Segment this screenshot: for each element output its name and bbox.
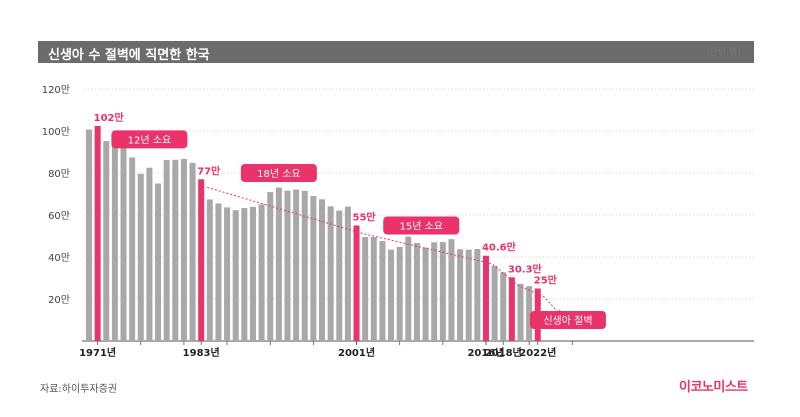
bar-value-label: 30.3만: [508, 262, 543, 275]
bar: [301, 190, 308, 341]
bar: [439, 242, 446, 341]
bar: [129, 157, 136, 341]
bar: [241, 208, 248, 341]
highlight-bar: [353, 225, 360, 341]
bar: [267, 192, 274, 341]
highlight-bar: [198, 179, 205, 341]
annotation-label: 신생아 절벽: [543, 314, 592, 327]
annotation-badge: [529, 311, 606, 329]
x-tick-label: 2016년: [467, 346, 504, 359]
bar: [526, 286, 533, 341]
highlight-bar: [94, 125, 101, 342]
x-tick-label: 2022년: [519, 346, 556, 359]
x-tick-label: 2018년: [485, 346, 522, 359]
trend-line: [207, 186, 562, 316]
y-tick-label: 40만: [48, 252, 70, 264]
annotation-badge: [111, 130, 188, 149]
bar: [284, 190, 291, 341]
bar: [120, 147, 127, 341]
bar: [86, 129, 92, 341]
bar: [413, 243, 420, 341]
bar-value-label: 40.6만: [482, 241, 517, 254]
bar: [474, 249, 481, 341]
bar: [491, 265, 498, 341]
bar: [396, 246, 403, 341]
annotation-badge: [383, 216, 460, 235]
bar: [457, 249, 464, 341]
brand-logo: 이코노미스트: [679, 380, 748, 395]
chart-title: 신생아 수 절벽에 직면한 한국: [48, 48, 210, 63]
source-note: 자료:하이투자증권: [40, 384, 117, 395]
bar: [137, 173, 144, 341]
bar: [379, 241, 386, 341]
bar: [362, 237, 369, 341]
y-tick-label: 80만: [48, 168, 70, 180]
bar: [431, 242, 438, 341]
bar: [388, 249, 395, 341]
bar: [232, 210, 239, 341]
bar: [448, 239, 455, 341]
bar: [336, 210, 343, 341]
bar: [517, 283, 524, 341]
bar: [319, 199, 326, 341]
bar: [258, 204, 265, 341]
highlight-bar: [482, 255, 489, 341]
highlight-bar: [508, 277, 515, 341]
bar: [405, 236, 412, 341]
bar: [344, 206, 351, 341]
bar: [327, 206, 334, 341]
bar: [249, 206, 256, 341]
y-tick-label: 120만: [42, 84, 70, 96]
bar: [206, 199, 213, 341]
bar: [293, 189, 300, 341]
title-bar: 신생아 수 절벽에 직면한 한국: [38, 41, 754, 63]
bar-value-label: 77만: [197, 164, 221, 177]
unit-label: (단위:명): [706, 48, 741, 58]
bar: [215, 203, 222, 341]
bar-value-label: 55만: [353, 211, 377, 224]
bar: [103, 141, 110, 341]
bar-value-label: 25만: [534, 274, 558, 287]
bar: [224, 207, 231, 341]
bar: [310, 195, 317, 341]
y-tick-label: 20만: [48, 294, 70, 306]
bar: [189, 162, 196, 341]
bar: [111, 137, 118, 341]
y-tick-label: 100만: [42, 126, 70, 138]
annotation-badge: [240, 164, 317, 182]
annotation-label: 18년 소요: [257, 168, 301, 180]
bar: [155, 183, 162, 341]
bar-value-label: 102만: [94, 111, 125, 124]
annotation-label: 15년 소요: [399, 221, 443, 233]
y-tick-label: 60만: [48, 210, 70, 222]
bar: [422, 247, 429, 341]
bar: [180, 158, 187, 341]
bar: [500, 272, 507, 341]
annotation-label: 12년 소요: [128, 134, 172, 146]
bar: [146, 167, 153, 341]
bar: [465, 249, 472, 341]
x-tick-label: 2001년: [338, 346, 375, 359]
x-tick-label: 1983년: [183, 346, 220, 359]
bar: [163, 159, 170, 341]
bar: [370, 237, 377, 341]
x-tick-label: 1971년: [79, 346, 116, 359]
bar: [172, 159, 179, 341]
bar: [275, 187, 282, 341]
